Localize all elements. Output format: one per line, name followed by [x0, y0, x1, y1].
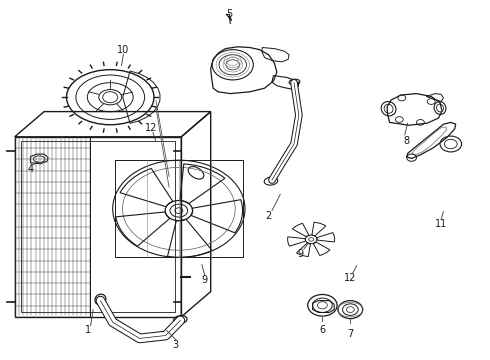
Text: 3: 3	[172, 340, 178, 350]
Text: 4: 4	[27, 164, 33, 174]
Text: 7: 7	[347, 329, 353, 339]
Text: 5: 5	[226, 9, 232, 19]
Text: 12: 12	[344, 273, 357, 283]
Text: 2: 2	[265, 211, 271, 221]
Text: 12: 12	[145, 123, 157, 133]
Text: 9: 9	[298, 249, 304, 259]
Text: 1: 1	[85, 325, 91, 336]
Text: 10: 10	[118, 45, 129, 55]
Text: 8: 8	[404, 136, 410, 146]
Text: 6: 6	[319, 325, 325, 336]
Text: 9: 9	[202, 275, 208, 285]
Text: 11: 11	[435, 219, 447, 229]
